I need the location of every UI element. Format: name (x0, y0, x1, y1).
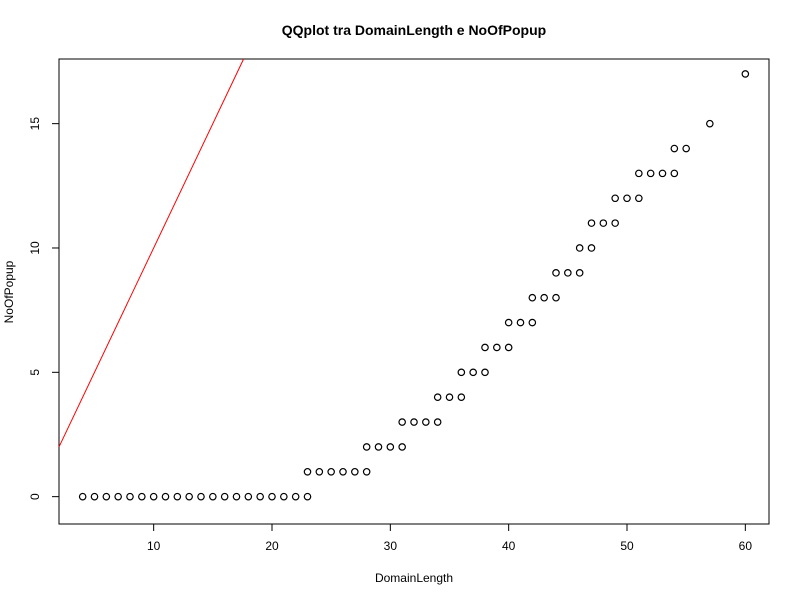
data-point (575, 244, 584, 252)
data-point (197, 492, 205, 501)
data-point (433, 393, 442, 401)
data-point (433, 418, 442, 426)
data-point (587, 219, 596, 227)
data-point (114, 492, 122, 501)
data-point (741, 70, 750, 78)
data-point (457, 368, 466, 377)
data-point (339, 467, 347, 476)
data-point (682, 144, 690, 153)
data-point (611, 194, 619, 203)
data-point (706, 119, 714, 128)
data-point (185, 492, 193, 501)
data-point (398, 443, 406, 451)
data-point (528, 318, 537, 327)
data-point (374, 443, 383, 451)
data-point (268, 492, 276, 501)
data-point (481, 368, 489, 377)
data-point (658, 169, 667, 178)
data-point (635, 169, 643, 178)
data-point (670, 144, 679, 153)
data-point (327, 467, 335, 476)
x-tick-label: 10 (147, 539, 161, 553)
data-point (575, 269, 584, 277)
y-axis-label: NoOfPopup (2, 260, 16, 323)
data-point (504, 343, 513, 352)
data-point (540, 293, 548, 302)
points-group (78, 70, 750, 501)
data-point (232, 492, 241, 501)
x-tick-label: 30 (384, 539, 398, 553)
data-point (351, 467, 359, 476)
data-point (587, 244, 596, 252)
data-point (564, 269, 572, 277)
data-point (138, 492, 146, 501)
data-point (552, 293, 560, 302)
data-point (635, 194, 643, 203)
x-tick-label: 40 (502, 539, 516, 553)
data-point (280, 492, 288, 501)
data-point (244, 492, 253, 501)
data-point (362, 443, 371, 451)
data-point (78, 492, 87, 501)
x-axis: 10 20 30 40 50 60 (147, 524, 752, 553)
data-point (90, 492, 99, 501)
data-point (315, 467, 324, 476)
data-point (303, 467, 312, 476)
data-point (611, 219, 619, 227)
x-tick-label: 20 (265, 539, 279, 553)
data-point (469, 368, 477, 377)
data-point (149, 492, 158, 501)
data-point (362, 467, 371, 476)
x-tick-label: 60 (739, 539, 753, 553)
reference-line-group (58, 58, 245, 448)
data-point (291, 492, 300, 501)
data-point (493, 343, 501, 352)
plot-box (58, 58, 770, 525)
y-tick-label: 0 (28, 493, 42, 500)
y-axis: 0 5 10 15 (28, 117, 59, 500)
y-tick-label: 15 (28, 117, 42, 131)
data-point (457, 393, 466, 401)
data-point (623, 194, 631, 203)
data-point (422, 418, 430, 426)
data-point (126, 492, 134, 501)
reference-line (58, 58, 245, 448)
data-point (410, 418, 418, 426)
y-tick-label: 5 (28, 369, 42, 376)
data-point (398, 418, 406, 426)
data-point (161, 492, 170, 501)
data-point (173, 492, 182, 501)
data-point (646, 169, 655, 178)
data-point (504, 318, 513, 327)
data-point (516, 318, 525, 327)
data-point (386, 443, 395, 451)
data-point (528, 293, 537, 302)
data-point (256, 492, 264, 501)
chart-title: QQplot tra DomainLength e NoOfPopup (282, 22, 546, 38)
data-point (209, 492, 217, 501)
data-point (102, 492, 111, 501)
x-axis-label: DomainLength (375, 571, 453, 585)
data-point (599, 219, 608, 227)
y-tick-label: 10 (28, 241, 42, 255)
data-point (303, 492, 312, 501)
data-point (670, 169, 679, 178)
data-point (220, 492, 229, 501)
x-tick-label: 50 (620, 539, 634, 553)
data-point (481, 343, 489, 352)
data-point (552, 269, 560, 277)
data-point (445, 393, 454, 401)
